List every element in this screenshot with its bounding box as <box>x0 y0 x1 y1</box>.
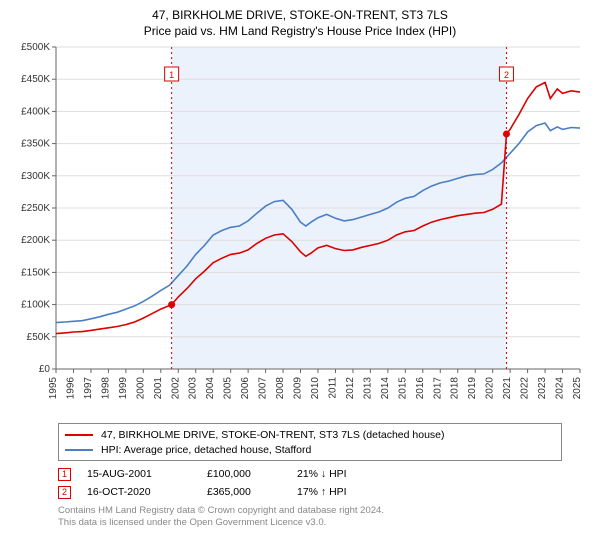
footer-attribution: Contains HM Land Registry data © Crown c… <box>58 505 562 529</box>
svg-text:2009: 2009 <box>293 377 304 400</box>
svg-text:2012: 2012 <box>345 377 356 400</box>
svg-text:£150K: £150K <box>21 268 50 279</box>
svg-text:2021: 2021 <box>502 377 513 400</box>
svg-text:2018: 2018 <box>450 377 461 400</box>
svg-text:2023: 2023 <box>537 377 548 400</box>
svg-text:1996: 1996 <box>65 377 76 400</box>
svg-text:2001: 2001 <box>153 377 164 400</box>
svg-text:2010: 2010 <box>310 377 321 400</box>
svg-text:2007: 2007 <box>258 377 269 400</box>
svg-text:£400K: £400K <box>21 107 50 118</box>
svg-text:1998: 1998 <box>100 377 111 400</box>
svg-text:£50K: £50K <box>27 332 51 343</box>
svg-text:1: 1 <box>169 70 174 80</box>
legend: 47, BIRKHOLME DRIVE, STOKE-ON-TRENT, ST3… <box>58 423 562 461</box>
svg-text:£500K: £500K <box>21 42 50 53</box>
legend-swatch-property <box>65 434 93 436</box>
legend-label: HPI: Average price, detached house, Staf… <box>101 444 311 456</box>
svg-text:2022: 2022 <box>520 377 531 400</box>
footer-line: Contains HM Land Registry data © Crown c… <box>58 505 562 517</box>
events-table: 1 15-AUG-2001 £100,000 21% ↓ HPI 2 16-OC… <box>58 465 562 501</box>
event-delta: 17% ↑ HPI <box>297 486 407 498</box>
svg-text:2000: 2000 <box>135 377 146 400</box>
event-marker-icon: 1 <box>58 468 71 481</box>
svg-text:2016: 2016 <box>415 377 426 400</box>
svg-text:£300K: £300K <box>21 171 50 182</box>
svg-text:1999: 1999 <box>118 377 129 400</box>
event-row: 2 16-OCT-2020 £365,000 17% ↑ HPI <box>58 483 562 501</box>
svg-text:2014: 2014 <box>380 377 391 400</box>
event-date: 16-OCT-2020 <box>87 486 207 498</box>
svg-text:2: 2 <box>504 70 509 80</box>
svg-text:2017: 2017 <box>432 377 443 400</box>
event-price: £100,000 <box>207 468 297 480</box>
svg-text:2003: 2003 <box>188 377 199 400</box>
svg-text:2019: 2019 <box>467 377 478 400</box>
svg-text:2020: 2020 <box>485 377 496 400</box>
svg-text:2025: 2025 <box>572 377 583 400</box>
price-chart: £0 £50K £100K £150K £200K £250K £300K £350K £400… <box>8 39 592 419</box>
svg-text:2004: 2004 <box>205 377 216 400</box>
svg-text:2011: 2011 <box>327 377 338 399</box>
svg-text:2015: 2015 <box>397 377 408 400</box>
svg-text:2008: 2008 <box>275 377 286 400</box>
legend-item: 47, BIRKHOLME DRIVE, STOKE-ON-TRENT, ST3… <box>65 427 555 442</box>
footer-line: This data is licensed under the Open Gov… <box>58 517 562 529</box>
svg-text:£200K: £200K <box>21 235 50 246</box>
title-address: 47, BIRKHOLME DRIVE, STOKE-ON-TRENT, ST3… <box>8 8 592 24</box>
svg-text:£250K: £250K <box>21 203 50 214</box>
svg-text:2005: 2005 <box>223 377 234 400</box>
svg-text:1997: 1997 <box>83 377 94 400</box>
svg-text:2002: 2002 <box>170 377 181 400</box>
svg-text:£450K: £450K <box>21 74 50 85</box>
event-marker-icon: 2 <box>58 486 71 499</box>
svg-text:2006: 2006 <box>240 377 251 400</box>
event-delta: 21% ↓ HPI <box>297 468 407 480</box>
svg-text:£0: £0 <box>39 364 51 375</box>
legend-label: 47, BIRKHOLME DRIVE, STOKE-ON-TRENT, ST3… <box>101 429 445 441</box>
title-subtitle: Price paid vs. HM Land Registry's House … <box>8 24 592 40</box>
event-date: 15-AUG-2001 <box>87 468 207 480</box>
svg-text:1995: 1995 <box>48 377 59 400</box>
svg-text:2024: 2024 <box>555 377 566 400</box>
legend-swatch-hpi <box>65 449 93 451</box>
svg-text:£350K: £350K <box>21 139 50 150</box>
svg-text:2013: 2013 <box>362 377 373 400</box>
event-row: 1 15-AUG-2001 £100,000 21% ↓ HPI <box>58 465 562 483</box>
legend-item: HPI: Average price, detached house, Staf… <box>65 442 555 457</box>
svg-text:£100K: £100K <box>21 300 50 311</box>
event-price: £365,000 <box>207 486 297 498</box>
